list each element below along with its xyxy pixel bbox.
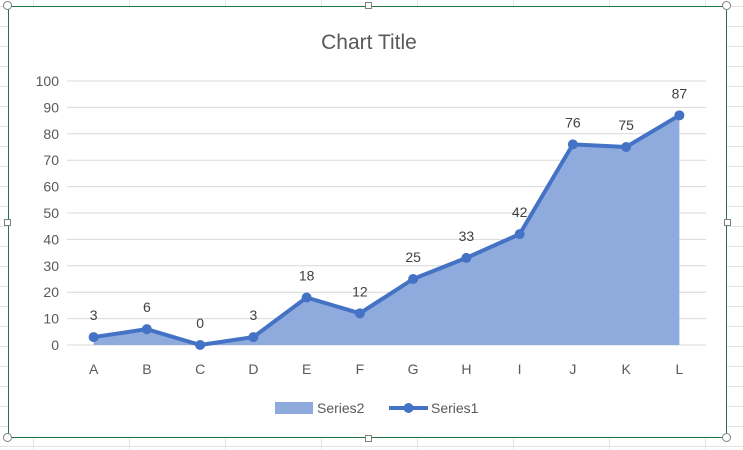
series1-point[interactable]	[141, 324, 152, 335]
y-tick-label: 90	[43, 99, 59, 115]
resize-handle-bottom-left[interactable]	[3, 433, 12, 442]
x-tick-label: G	[408, 361, 419, 377]
legend-marker-series1	[403, 403, 414, 413]
series1-line[interactable]	[91, 113, 682, 347]
x-tick-label: H	[461, 361, 471, 377]
x-tick-label: K	[621, 361, 631, 377]
data-label: 6	[143, 299, 151, 315]
series1-point[interactable]	[621, 142, 632, 152]
x-tick-label: F	[356, 361, 365, 377]
y-tick-label: 60	[43, 179, 59, 195]
chart-title[interactable]: Chart Title	[321, 31, 417, 54]
data-label: 76	[565, 114, 581, 130]
x-tick-label: A	[89, 361, 99, 377]
y-tick-label: 70	[43, 152, 59, 168]
series1-point[interactable]	[461, 252, 472, 263]
resize-handle-bottom-right[interactable]	[722, 433, 731, 442]
resize-handle-top-right[interactable]	[722, 1, 731, 10]
data-label: 0	[196, 315, 204, 331]
data-label: 75	[618, 117, 634, 133]
y-tick-label: 0	[51, 337, 59, 353]
data-label: 33	[459, 228, 475, 244]
y-tick-label: 30	[43, 258, 59, 274]
data-label: 3	[249, 307, 257, 323]
resize-handle-top-center[interactable]	[365, 2, 372, 9]
resize-handle-middle-left[interactable]	[4, 219, 11, 226]
x-tick-label: D	[248, 361, 258, 377]
data-label: 42	[512, 204, 528, 220]
y-tick-label: 50	[43, 205, 59, 221]
series1-point[interactable]	[195, 340, 206, 350]
resize-handle-top-left[interactable]	[3, 1, 12, 10]
series1-point[interactable]	[408, 274, 419, 284]
series1-point[interactable]	[567, 139, 578, 150]
x-tick-label: C	[195, 361, 205, 377]
legend-label-series2[interactable]: Series2	[317, 400, 365, 416]
series1-point[interactable]	[301, 292, 312, 303]
y-tick-label: 20	[43, 284, 59, 300]
data-label: 18	[299, 267, 315, 283]
series1-point[interactable]	[88, 332, 99, 343]
y-tick-label: 40	[43, 231, 59, 247]
x-tick-label: I	[518, 361, 522, 377]
series2-area[interactable]	[93, 115, 680, 345]
data-label: 3	[90, 307, 98, 323]
chart-object[interactable]: Chart Title 0 10 20 30 40 50 60 70 80 90 100 A B C D E F…	[8, 6, 727, 438]
x-tick-label: E	[302, 361, 311, 377]
data-label: 87	[672, 85, 688, 101]
legend-swatch-series2[interactable]	[275, 402, 313, 414]
series1-point[interactable]	[674, 110, 685, 121]
x-tick-label: J	[569, 361, 576, 377]
y-tick-label: 100	[36, 73, 60, 89]
x-tick-label: B	[142, 361, 151, 377]
data-label: 25	[405, 249, 421, 265]
resize-handle-middle-right[interactable]	[724, 219, 731, 226]
y-tick-label: 10	[43, 311, 59, 327]
series1-point[interactable]	[248, 332, 259, 343]
series1-point[interactable]	[354, 308, 365, 319]
legend-label-series1[interactable]: Series1	[431, 400, 479, 416]
series1-point[interactable]	[514, 229, 525, 240]
data-label: 12	[352, 283, 368, 299]
y-tick-label: 80	[43, 126, 59, 142]
resize-handle-bottom-center[interactable]	[365, 435, 372, 442]
x-tick-label: L	[675, 361, 683, 377]
